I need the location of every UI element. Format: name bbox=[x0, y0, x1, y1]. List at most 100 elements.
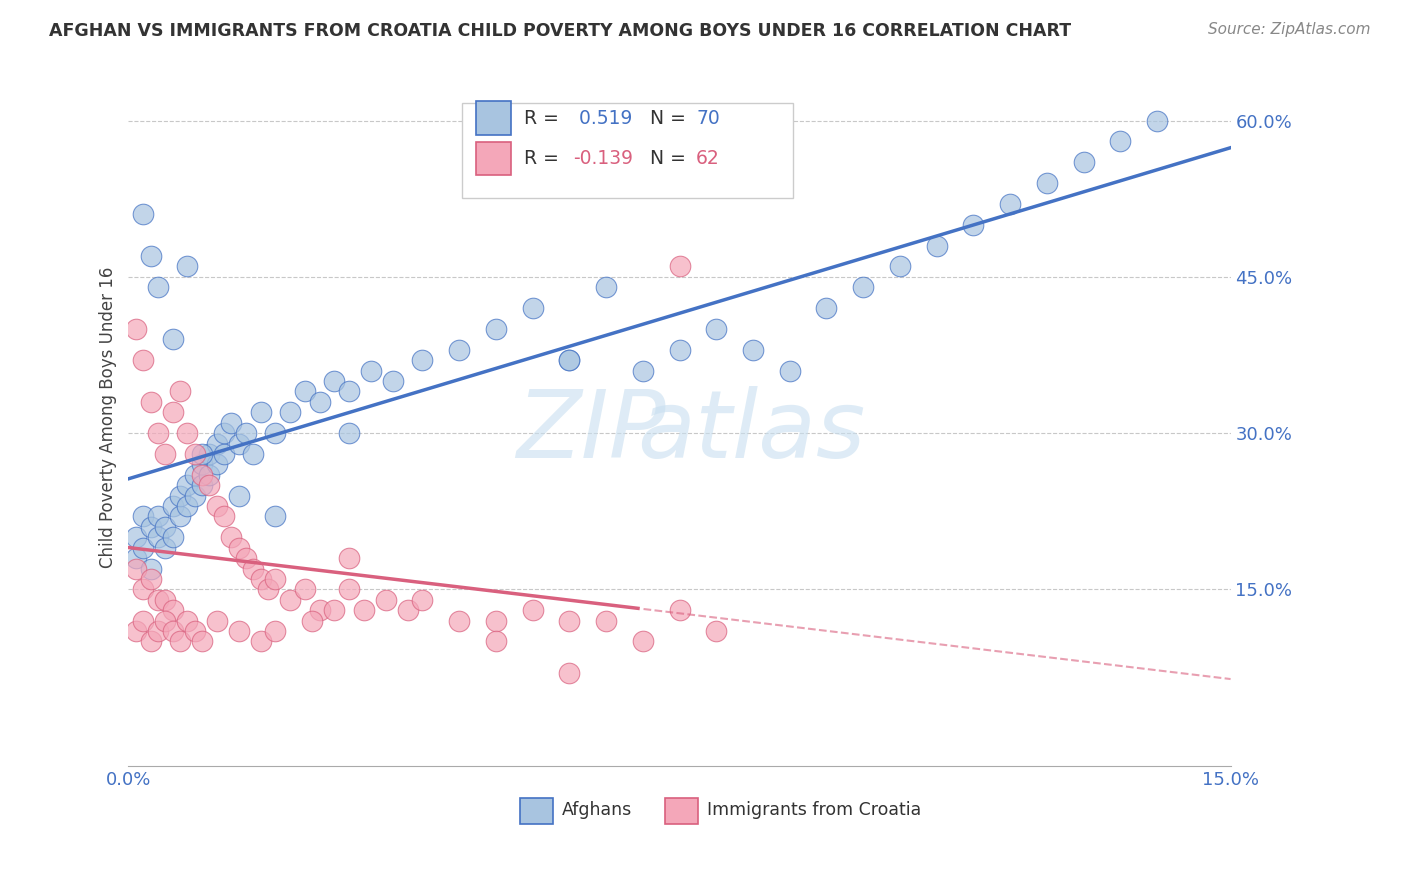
Point bbox=[249, 634, 271, 648]
Text: R =: R = bbox=[524, 109, 565, 128]
Point bbox=[146, 426, 169, 441]
Point bbox=[146, 624, 169, 638]
Point bbox=[132, 353, 155, 368]
Point bbox=[485, 614, 508, 628]
Text: ZIP: ZIP bbox=[516, 386, 666, 477]
Point bbox=[257, 582, 280, 597]
Point bbox=[1036, 176, 1059, 190]
Point bbox=[139, 395, 162, 409]
Text: N =: N = bbox=[650, 109, 692, 128]
Point bbox=[176, 614, 198, 628]
Point bbox=[169, 509, 191, 524]
FancyBboxPatch shape bbox=[475, 102, 510, 135]
Point bbox=[242, 447, 264, 461]
Point bbox=[1146, 113, 1168, 128]
Point bbox=[742, 343, 765, 357]
Point bbox=[323, 603, 346, 617]
Point bbox=[411, 353, 433, 368]
Point bbox=[228, 541, 250, 555]
Point bbox=[631, 363, 654, 377]
Point bbox=[191, 634, 214, 648]
Point bbox=[382, 374, 405, 388]
Point bbox=[595, 280, 617, 294]
Point bbox=[522, 603, 544, 617]
Point bbox=[249, 405, 271, 419]
Point bbox=[301, 614, 323, 628]
Point bbox=[125, 624, 148, 638]
Point bbox=[249, 572, 271, 586]
Point bbox=[205, 614, 228, 628]
Point bbox=[191, 467, 214, 482]
Point bbox=[668, 260, 690, 274]
Point bbox=[235, 551, 257, 566]
FancyBboxPatch shape bbox=[463, 103, 793, 198]
Point bbox=[264, 426, 287, 441]
Point bbox=[132, 509, 155, 524]
Point bbox=[176, 478, 198, 492]
Point bbox=[191, 478, 214, 492]
Point bbox=[852, 280, 875, 294]
Point bbox=[308, 603, 330, 617]
Point bbox=[191, 447, 214, 461]
Point bbox=[242, 561, 264, 575]
Point bbox=[183, 447, 205, 461]
Point bbox=[396, 603, 419, 617]
Point bbox=[308, 395, 330, 409]
Point bbox=[155, 447, 177, 461]
Point bbox=[162, 624, 184, 638]
Text: Immigrants from Croatia: Immigrants from Croatia bbox=[707, 801, 921, 820]
Point bbox=[264, 572, 287, 586]
Point bbox=[198, 467, 221, 482]
Point bbox=[962, 218, 984, 232]
Point bbox=[183, 624, 205, 638]
Point bbox=[558, 353, 581, 368]
Point bbox=[169, 634, 191, 648]
Point bbox=[1073, 155, 1095, 169]
Point bbox=[449, 614, 471, 628]
Point bbox=[132, 582, 155, 597]
Point bbox=[155, 592, 177, 607]
Point bbox=[176, 499, 198, 513]
Point bbox=[278, 405, 301, 419]
Point bbox=[558, 614, 581, 628]
Point bbox=[337, 582, 360, 597]
Point bbox=[631, 634, 654, 648]
Point bbox=[198, 478, 221, 492]
Point bbox=[155, 614, 177, 628]
Point bbox=[337, 426, 360, 441]
Point bbox=[162, 332, 184, 346]
Point bbox=[191, 458, 214, 472]
Point bbox=[668, 603, 690, 617]
FancyBboxPatch shape bbox=[665, 797, 699, 824]
Point bbox=[323, 374, 346, 388]
Point bbox=[925, 238, 948, 252]
Point bbox=[704, 322, 727, 336]
Point bbox=[228, 624, 250, 638]
Text: R =: R = bbox=[524, 149, 565, 168]
Point bbox=[205, 499, 228, 513]
Point bbox=[212, 447, 235, 461]
Point bbox=[558, 353, 581, 368]
Point bbox=[176, 260, 198, 274]
Point bbox=[228, 436, 250, 450]
Text: 70: 70 bbox=[696, 109, 720, 128]
Point bbox=[221, 530, 243, 544]
Point bbox=[294, 582, 316, 597]
Point bbox=[183, 467, 205, 482]
Point bbox=[139, 561, 162, 575]
Point bbox=[668, 343, 690, 357]
Point bbox=[146, 280, 169, 294]
Point bbox=[169, 489, 191, 503]
Point bbox=[449, 343, 471, 357]
Point bbox=[139, 634, 162, 648]
Text: Afghans: Afghans bbox=[561, 801, 631, 820]
Point bbox=[779, 363, 801, 377]
Point bbox=[132, 207, 155, 221]
Point bbox=[522, 301, 544, 315]
Point bbox=[558, 665, 581, 680]
Point bbox=[360, 363, 382, 377]
Point bbox=[337, 551, 360, 566]
Point bbox=[485, 634, 508, 648]
Text: -0.139: -0.139 bbox=[572, 149, 633, 168]
Point bbox=[162, 603, 184, 617]
